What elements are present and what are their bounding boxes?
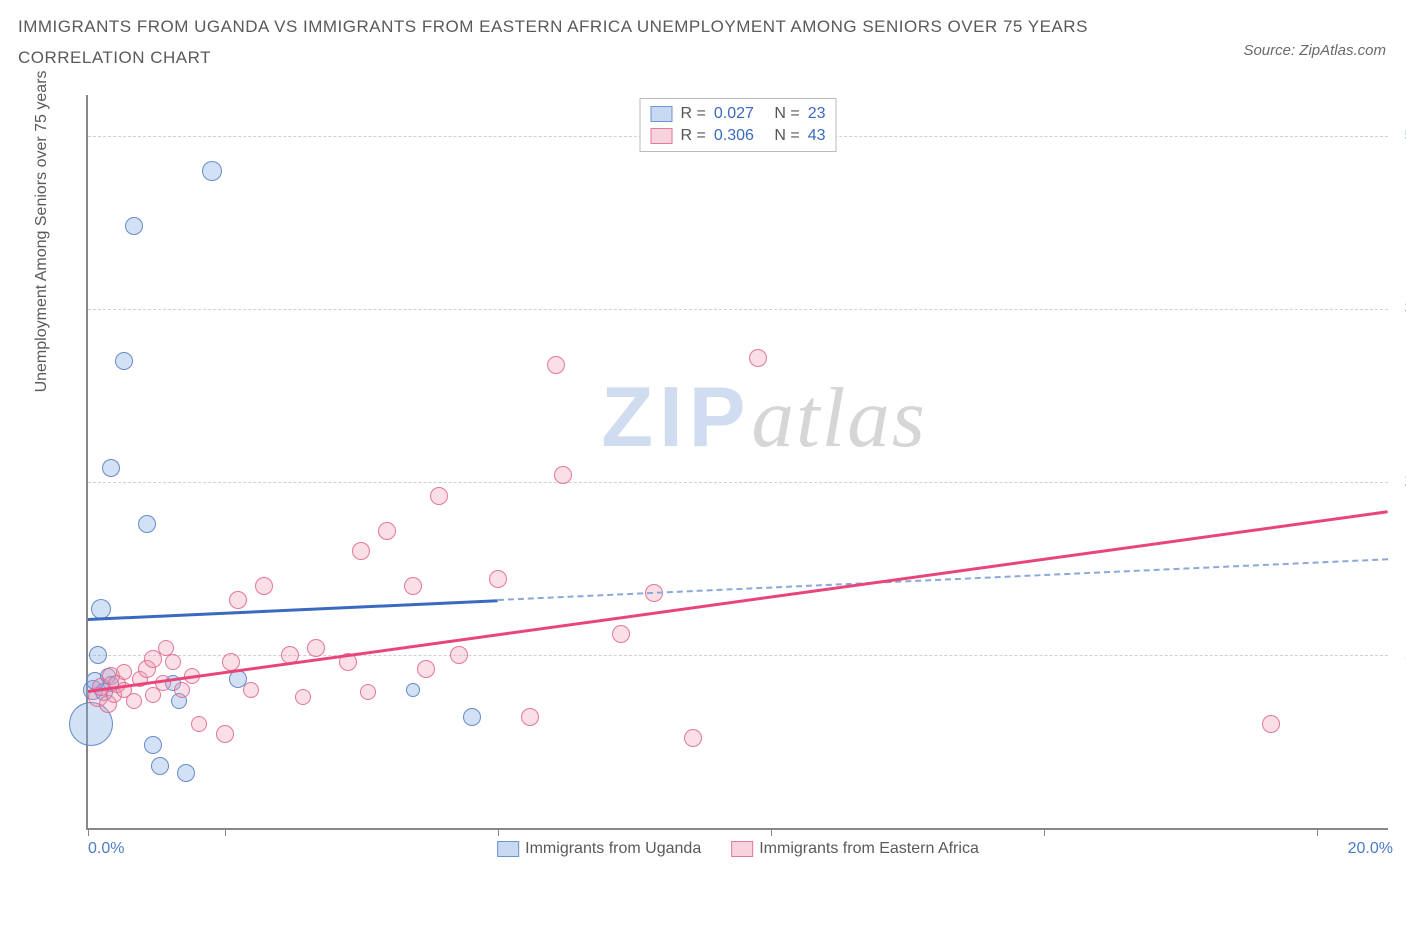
swatch-blue-icon [497, 841, 519, 857]
data-point-eastern-africa [174, 682, 190, 698]
chart-area: Unemployment Among Seniors over 75 years… [58, 95, 1388, 865]
legend-row-uganda: R = 0.027 N = 23 [651, 103, 826, 125]
data-point-eastern-africa [378, 522, 396, 540]
data-point-uganda [138, 515, 156, 533]
data-point-uganda [406, 683, 420, 697]
data-point-uganda [89, 646, 107, 664]
data-point-eastern-africa [191, 716, 207, 732]
data-point-eastern-africa [749, 349, 767, 367]
data-point-eastern-africa [165, 654, 181, 670]
x-tick [88, 828, 89, 836]
watermark-atlas: atlas [751, 371, 926, 465]
data-point-eastern-africa [116, 664, 132, 680]
r-label-2: R = [681, 127, 706, 145]
grid-line [88, 482, 1388, 483]
watermark: ZIPatlas [601, 369, 927, 467]
data-point-eastern-africa [360, 684, 376, 700]
data-point-eastern-africa [255, 577, 273, 595]
y-tick-label: 50.0% [1395, 127, 1406, 145]
data-point-uganda [177, 764, 195, 782]
n-label: N = [774, 105, 799, 123]
chart-header: IMMIGRANTS FROM UGANDA VS IMMIGRANTS FRO… [0, 0, 1406, 73]
x-axis-max-label: 20.0% [1348, 840, 1393, 858]
trend-line-eastern-africa [88, 510, 1388, 693]
watermark-zip: ZIP [601, 370, 751, 465]
swatch-pink-icon [731, 841, 753, 857]
data-point-eastern-africa [554, 466, 572, 484]
data-point-uganda [102, 459, 120, 477]
series-legend: Immigrants from Uganda Immigrants from E… [497, 840, 979, 858]
data-point-uganda [115, 352, 133, 370]
chart-title-line2: CORRELATION CHART [18, 43, 1388, 74]
eastern-africa-r-value: 0.306 [714, 127, 754, 145]
data-point-eastern-africa [547, 356, 565, 374]
data-point-eastern-africa [229, 591, 247, 609]
trend-line-uganda-solid [88, 599, 498, 621]
legend-item-uganda: Immigrants from Uganda [497, 840, 701, 858]
swatch-blue-icon [651, 106, 673, 122]
grid-line [88, 309, 1388, 310]
scatter-plot: ZIPatlas R = 0.027 N = 23 R = 0.306 N = … [86, 95, 1388, 830]
data-point-eastern-africa [126, 693, 142, 709]
x-tick [771, 828, 772, 836]
data-point-eastern-africa [1262, 715, 1280, 733]
x-tick [1044, 828, 1045, 836]
chart-title-line1: IMMIGRANTS FROM UGANDA VS IMMIGRANTS FRO… [18, 12, 1388, 43]
y-axis-title: Unemployment Among Seniors over 75 years [33, 70, 51, 392]
data-point-eastern-africa [521, 708, 539, 726]
swatch-pink-icon [651, 128, 673, 144]
source-label: Source: ZipAtlas.com [1243, 42, 1386, 59]
y-tick-label: 12.5% [1395, 646, 1406, 664]
uganda-n-value: 23 [808, 105, 826, 123]
uganda-r-value: 0.027 [714, 105, 754, 123]
data-point-uganda [144, 736, 162, 754]
data-point-eastern-africa [417, 660, 435, 678]
r-label: R = [681, 105, 706, 123]
x-axis-min-label: 0.0% [88, 840, 124, 858]
data-point-uganda [125, 217, 143, 235]
trend-line-uganda-dashed [497, 558, 1388, 601]
data-point-eastern-africa [450, 646, 468, 664]
data-point-eastern-africa [404, 577, 422, 595]
legend-item-eastern-africa: Immigrants from Eastern Africa [731, 840, 979, 858]
data-point-eastern-africa [430, 487, 448, 505]
x-tick [225, 828, 226, 836]
data-point-eastern-africa [684, 729, 702, 747]
data-point-eastern-africa [352, 542, 370, 560]
legend-row-eastern-africa: R = 0.306 N = 43 [651, 125, 826, 147]
data-point-uganda [202, 161, 222, 181]
x-tick [1317, 828, 1318, 836]
legend-label-uganda: Immigrants from Uganda [525, 840, 701, 858]
data-point-eastern-africa [307, 639, 325, 657]
x-tick [498, 828, 499, 836]
eastern-africa-n-value: 43 [808, 127, 826, 145]
y-tick-label: 25.0% [1395, 473, 1406, 491]
correlation-legend: R = 0.027 N = 23 R = 0.306 N = 43 [640, 98, 837, 152]
data-point-uganda [151, 757, 169, 775]
legend-label-eastern-africa: Immigrants from Eastern Africa [759, 840, 979, 858]
n-label-2: N = [774, 127, 799, 145]
y-tick-label: 37.5% [1395, 300, 1406, 318]
data-point-eastern-africa [612, 625, 630, 643]
data-point-eastern-africa [243, 682, 259, 698]
data-point-eastern-africa [216, 725, 234, 743]
data-point-uganda [463, 708, 481, 726]
data-point-eastern-africa [489, 570, 507, 588]
data-point-eastern-africa [295, 689, 311, 705]
